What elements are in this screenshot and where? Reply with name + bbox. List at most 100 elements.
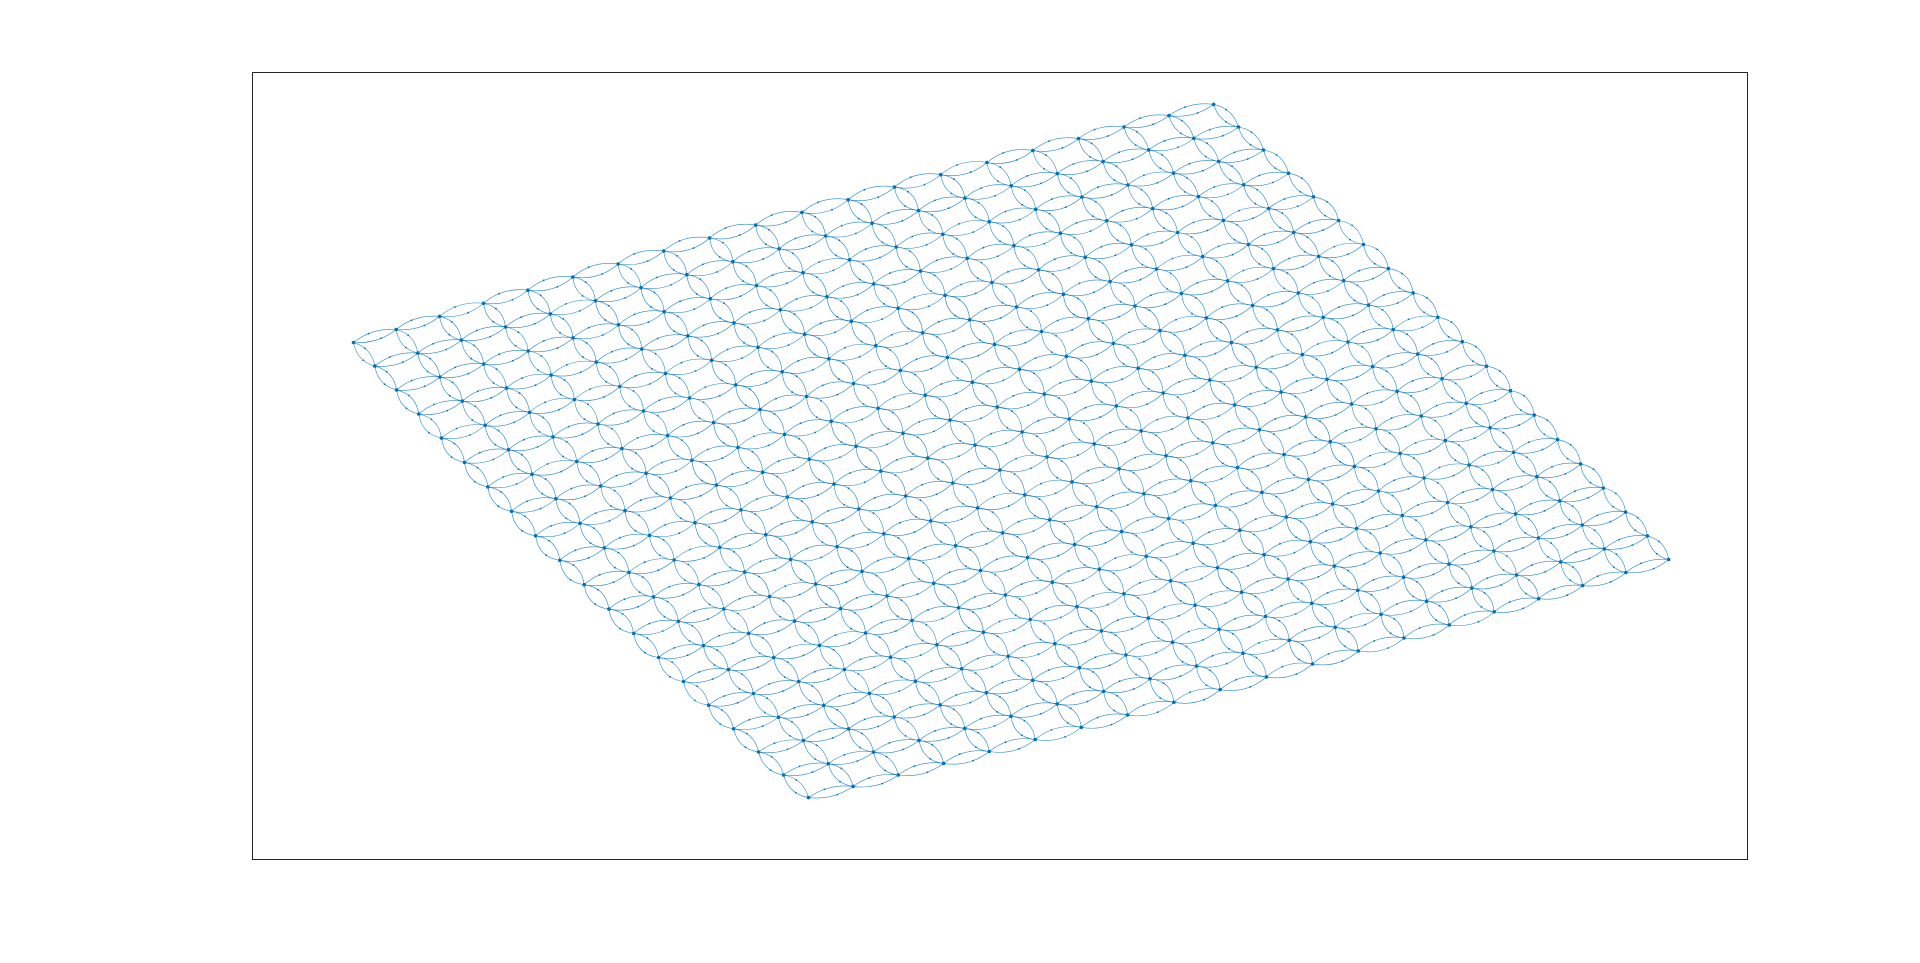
edge-arrowhead [815,416,818,418]
edge-arrowhead [497,429,500,432]
edge-arrowhead [638,591,641,594]
graph-node [582,582,586,587]
edge-arrowhead [817,201,819,204]
graph-node [1445,500,1450,505]
edge-arrowhead [1146,403,1148,406]
edge-arrowhead [1481,469,1484,471]
edge-arrowhead [1136,519,1139,522]
graph-node [863,631,868,635]
edge-arrowhead [1499,446,1501,449]
edge-arrowhead [1358,269,1361,272]
edge-arrowhead [1427,373,1430,375]
graph-edge [441,438,465,463]
edge-arrowhead [1100,400,1103,403]
edge-arrowhead [919,499,922,502]
edge-arrowhead [765,381,768,384]
graph-edge [1123,593,1149,619]
graph-edge [1363,244,1389,269]
edge-arrowhead [1175,475,1177,478]
edge-arrowhead [950,192,953,195]
edge-arrowhead [855,597,858,599]
graph-edge [986,678,1033,693]
edge-arrowhead [1373,262,1376,265]
graph-node [1470,586,1474,590]
graph-edge [464,462,489,487]
graph-edge [815,569,863,585]
graph-edge [1002,532,1028,558]
edge-arrowhead [1026,326,1028,329]
graph-edge [755,224,780,249]
graph-edge [927,442,976,459]
graph-edge [694,522,720,548]
graph-edge [1091,366,1139,382]
graph-edge [1445,426,1491,441]
edge-arrowhead [1236,224,1239,226]
graph-edge [640,274,688,289]
edge-arrowhead [954,314,957,317]
edge-arrowhead [1566,457,1569,460]
edge-arrowhead [401,361,404,364]
edge-arrowhead [536,446,539,448]
edge-arrowhead [1103,463,1106,466]
edge-arrowhead [611,427,613,430]
graph-edge [1121,531,1147,557]
edge-arrowhead [1067,570,1070,573]
graph-edge [936,630,984,646]
edge-arrowhead [405,346,407,349]
edge-arrowhead [1059,381,1062,384]
edge-arrowhead [1106,603,1109,606]
edge-arrowhead [1090,142,1093,145]
edge-arrowhead [627,343,630,346]
edge-arrowhead [678,377,681,379]
edge-arrowhead [1351,314,1354,317]
edge-arrowhead [635,452,637,455]
graph-edge [1375,428,1401,454]
graph-edge [1113,343,1139,369]
graph-edge [1119,455,1167,471]
edge-arrowhead [856,293,859,296]
edge-arrowhead [821,384,824,387]
graph-edge [687,335,712,361]
edge-arrowhead [1268,449,1271,452]
edge-arrowhead [565,517,568,520]
graph-node [1139,429,1143,433]
graph-edge [1030,619,1056,644]
graph-node [571,275,575,279]
edge-arrowhead [1340,382,1343,385]
graph-node [644,471,648,476]
graph-edge [719,547,745,573]
edge-arrowhead [467,311,469,314]
edge-arrowhead [804,562,806,565]
graph-edge [1206,303,1253,319]
edge-arrowhead [367,332,370,335]
edge-arrowhead [1298,442,1301,445]
graph-edge [873,269,921,285]
graph-edge [1494,598,1539,613]
graph-edge [877,393,926,409]
edge-arrowhead [1438,605,1441,607]
graph-edge [765,520,813,535]
edge-arrowhead [811,230,814,233]
edge-arrowhead [1292,318,1295,321]
edge-arrowhead [1530,564,1533,567]
graph-edge [1215,490,1263,506]
edge-arrowhead [880,621,883,624]
edge-arrowhead [1205,468,1208,471]
graph-edge [464,448,509,463]
graph-edge [1280,391,1306,417]
graph-edge [1165,442,1214,458]
edge-arrowhead [1015,159,1018,161]
edge-arrowhead [839,780,841,783]
edge-arrowhead [1089,230,1092,233]
edge-arrowhead [723,695,726,697]
edge-arrowhead [786,282,788,285]
edge-arrowhead [1302,265,1304,268]
edge-arrowhead [1658,540,1660,543]
graph-edge [1010,702,1058,717]
edge-arrowhead [1387,355,1390,358]
graph-edge [1159,330,1185,356]
edge-arrowhead [739,295,742,298]
edge-arrowhead [1271,511,1273,514]
edge-arrowhead [1461,568,1463,570]
edge-arrowhead [1546,419,1549,422]
